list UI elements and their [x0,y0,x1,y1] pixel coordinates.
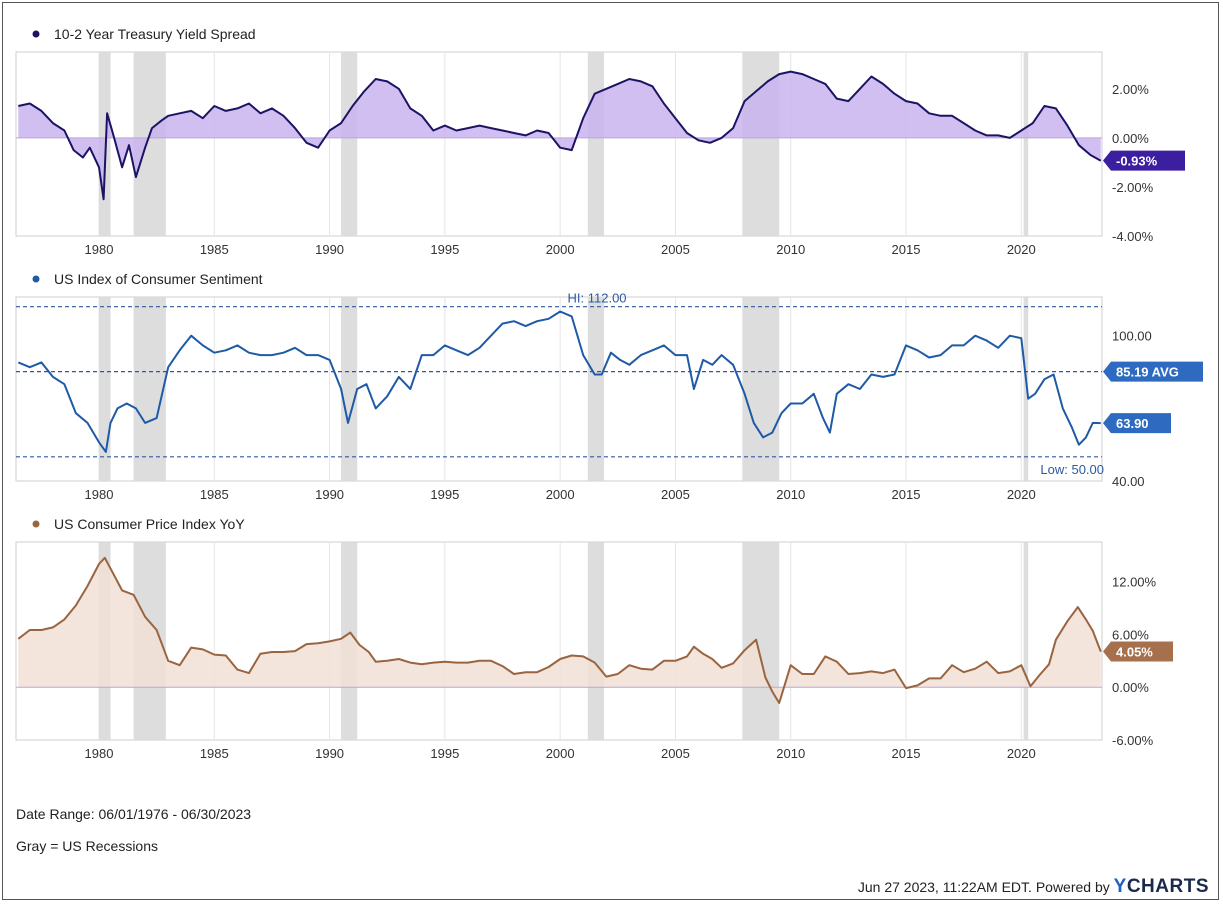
x-tick-cpi-yoy-2020: 2020 [1007,746,1036,761]
badge-last-label-yield-spread: -0.93% [1116,154,1158,169]
x-tick-yield-spread-2010: 2010 [776,242,805,257]
x-tick-cpi-yoy-2000: 2000 [546,746,575,761]
recession-band-consumer-sentiment-4 [742,297,780,481]
badge-last-cpi-yoy [1103,641,1173,662]
series-line-consumer-sentiment [17,310,1101,453]
series-line-yield-spread [18,70,1102,201]
legend-marker-yield-spread [32,30,40,38]
reference-label-low: Low: 50.00 [1040,462,1104,477]
badge-last-label-cpi-yoy: 4.05% [1116,645,1153,660]
legend-marker-cpi-yoy [32,520,40,528]
x-tick-consumer-sentiment-2010: 2010 [776,487,805,502]
y-tick-cpi-yoy-0: 12.00% [1112,575,1157,590]
brand-footer: Jun 27 2023, 11:22AM EDT. Powered by YCH… [858,876,1209,898]
x-tick-consumer-sentiment-1985: 1985 [200,487,229,502]
y-tick-cpi-yoy-2: 0.00% [1112,680,1149,695]
date-range-label: Date Range: 06/01/1976 - 06/30/2023 [16,806,252,822]
plot-area-cpi-yoy [15,541,1103,741]
x-tick-yield-spread-2015: 2015 [892,242,921,257]
x-tick-yield-spread-1990: 1990 [315,242,344,257]
recession-band-cpi-yoy-5 [1023,542,1029,740]
plot-area-yield-spread [15,51,1103,237]
x-tick-cpi-yoy-1990: 1990 [315,746,344,761]
recession-band-consumer-sentiment-3 [587,297,604,481]
title-cpi-yoy: US Consumer Price Index YoY [54,516,245,532]
panel-cpi-yoy: US Consumer Price Index YoY 12.00% 6.00% 0… [15,516,1173,761]
recession-band-cpi-yoy-4 [742,542,780,740]
x-tick-yield-spread-2000: 2000 [546,242,575,257]
x-tick-consumer-sentiment-2000: 2000 [546,487,575,502]
x-tick-cpi-yoy-2015: 2015 [892,746,921,761]
recessions-note: Gray = US Recessions [16,838,158,854]
x-tick-yield-spread-1995: 1995 [430,242,459,257]
timestamp-label: Jun 27 2023, 11:22AM EDT. Powered by [857,879,1110,895]
x-tick-yield-spread-2005: 2005 [661,242,690,257]
plot-area-consumer-sentiment [15,296,1103,482]
x-tick-consumer-sentiment-1990: 1990 [315,487,344,502]
y-tick-yield-spread-3: -4.00% [1112,229,1154,244]
y-tick-yield-spread-0: 2.00% [1112,82,1149,97]
x-tick-consumer-sentiment-2005: 2005 [661,487,690,502]
y-tick-yield-spread-2: -2.00% [1112,180,1154,195]
legend-marker-consumer-sentiment [32,275,40,283]
y-tick-consumer-sentiment-0: 100.00 [1112,329,1152,344]
recession-band-yield-spread-2 [341,52,358,236]
ycharts-logo-text: CHARTS [1126,876,1209,897]
x-tick-cpi-yoy-2005: 2005 [661,746,690,761]
recession-band-consumer-sentiment-1 [133,297,166,481]
x-tick-yield-spread-1985: 1985 [200,242,229,257]
badge-last-label-consumer-sentiment: 63.90 [1116,416,1149,431]
badge-last-consumer-sentiment [1103,413,1171,434]
title-yield-spread: 10-2 Year Treasury Yield Spread [54,26,256,42]
ycharts-logo-y: Y [1113,876,1127,897]
series-line-cpi-yoy [17,556,1102,704]
reference-label-hi: HI: 112.00 [568,291,627,306]
recession-band-consumer-sentiment-2 [341,297,358,481]
recession-band-consumer-sentiment-5 [1023,297,1029,481]
panel-yield-spread: 10-2 Year Treasury Yield Spread 2.00% 0.0… [15,26,1185,257]
x-tick-yield-spread-1980: 1980 [85,242,114,257]
x-tick-consumer-sentiment-1995: 1995 [430,487,459,502]
badge-avg [1103,361,1203,382]
x-tick-yield-spread-2020: 2020 [1007,242,1036,257]
recession-band-yield-spread-5 [1023,52,1029,236]
badge-last-yield-spread [1103,150,1185,171]
recession-band-consumer-sentiment-0 [99,297,111,481]
badge-avg-label: 85.19 AVG [1116,365,1179,380]
area-fill-cpi-yoy [18,557,1101,703]
y-tick-yield-spread-1: 0.00% [1112,131,1149,146]
x-tick-cpi-yoy-1995: 1995 [430,746,459,761]
x-tick-consumer-sentiment-2015: 2015 [892,487,921,502]
x-tick-cpi-yoy-1985: 1985 [200,746,229,761]
x-tick-cpi-yoy-2010: 2010 [776,746,805,761]
recession-band-yield-spread-3 [587,52,604,236]
ycharts-logo[interactable]: YCHARTS [1114,876,1209,897]
area-fill-yield-spread [18,71,1101,200]
x-tick-consumer-sentiment-1980: 1980 [85,487,114,502]
x-tick-cpi-yoy-1980: 1980 [85,746,114,761]
y-tick-consumer-sentiment-1: 40.00 [1112,474,1145,489]
y-tick-cpi-yoy-3: -6.00% [1112,733,1154,748]
panel-consumer-sentiment: US Index of Consumer Sentiment HI: 112.0… [15,271,1203,502]
y-tick-cpi-yoy-1: 6.00% [1112,627,1149,642]
recession-band-cpi-yoy-3 [587,542,604,740]
title-consumer-sentiment: US Index of Consumer Sentiment [54,271,263,287]
x-tick-consumer-sentiment-2020: 2020 [1007,487,1036,502]
